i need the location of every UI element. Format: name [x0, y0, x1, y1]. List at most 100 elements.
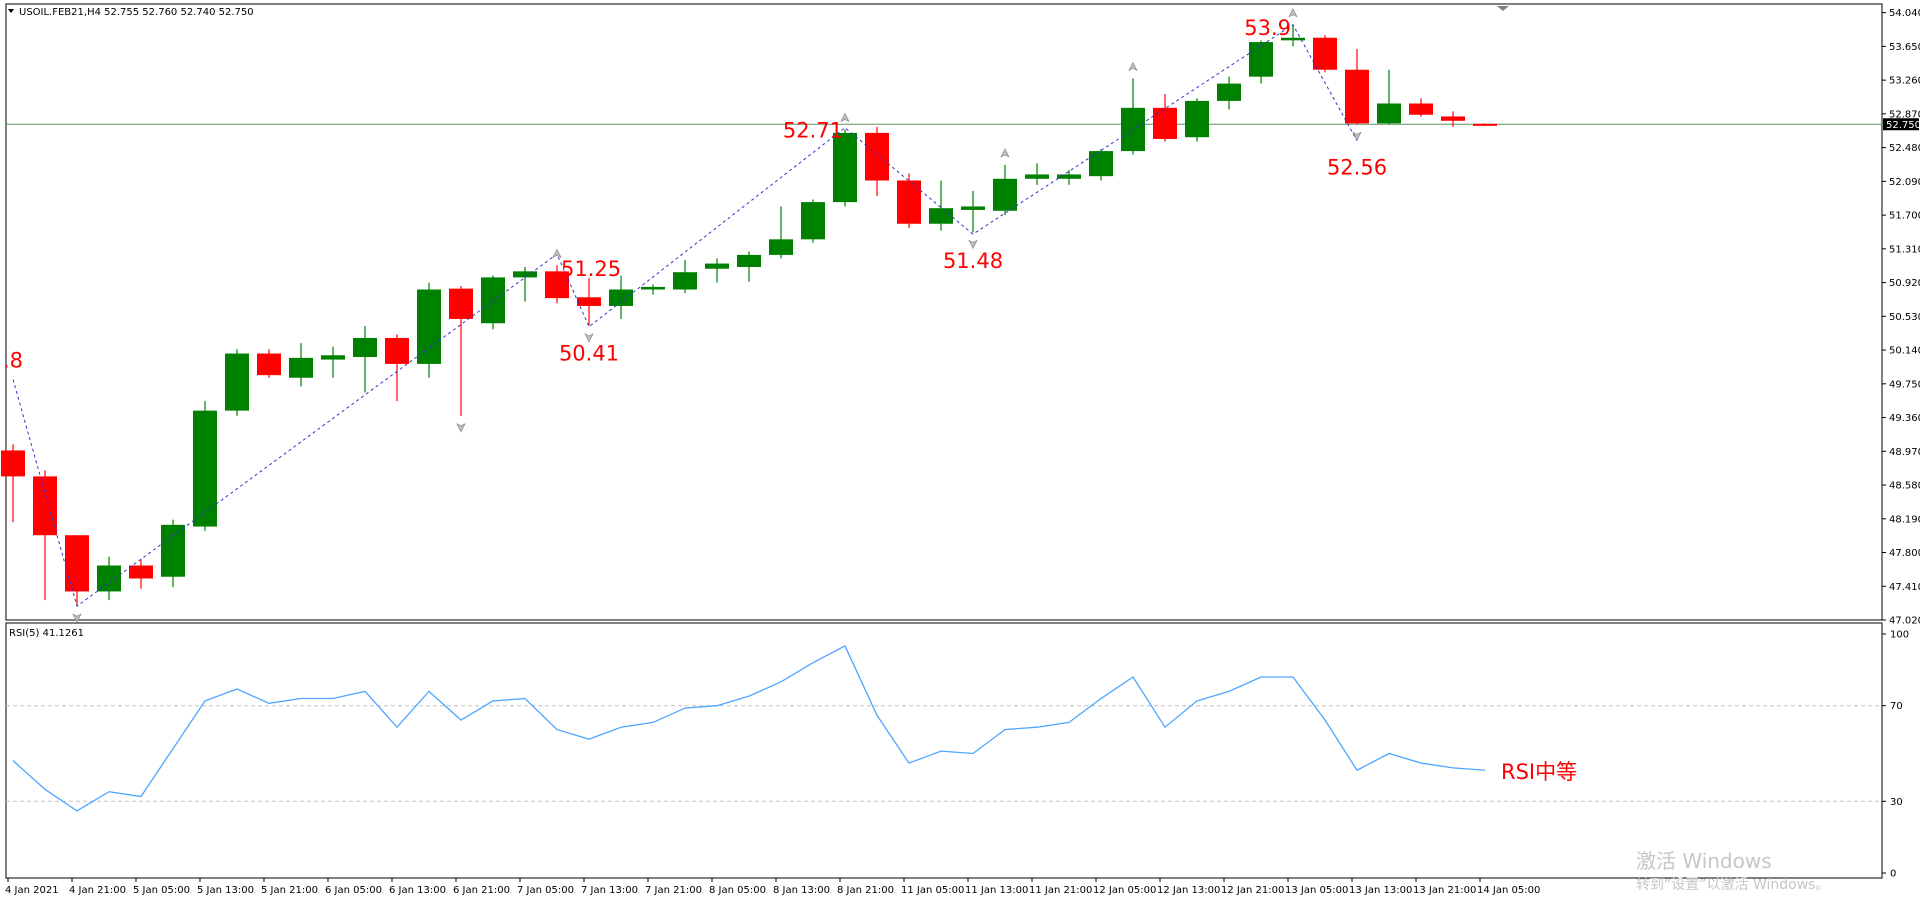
candle-body — [1377, 103, 1401, 124]
candle — [417, 282, 441, 378]
candle-body — [673, 272, 697, 290]
candle — [577, 278, 601, 326]
fractal-arrow-icon — [968, 239, 978, 250]
price-axis-label: 47.410 — [1889, 582, 1920, 593]
candle-body — [97, 565, 121, 592]
price-axis-label: 54.040 — [1889, 8, 1920, 19]
candle-body — [961, 206, 985, 210]
candle — [97, 556, 121, 601]
candle-body — [225, 353, 249, 411]
candle-body — [833, 132, 857, 203]
candle — [897, 173, 921, 229]
candle-body — [65, 535, 89, 592]
candle — [193, 401, 217, 531]
candle-body — [1281, 37, 1305, 41]
rsi-axis-label: 70 — [1890, 701, 1903, 712]
price-axis-label: 47.800 — [1889, 548, 1920, 559]
candle-body — [1345, 69, 1369, 124]
candle — [481, 275, 505, 330]
fractal-arrow-icon — [456, 423, 466, 433]
candle-body — [577, 297, 601, 306]
candle — [1, 444, 25, 523]
candle-body — [545, 271, 569, 299]
candle-body — [33, 476, 57, 536]
time-axis-label: 5 Jan 21:00 — [261, 885, 318, 896]
candle-body — [129, 565, 153, 579]
current-price-label: 52.750 — [1886, 120, 1920, 131]
candle — [1409, 98, 1433, 117]
zigzag-price-label: 50.41 — [559, 342, 619, 366]
candle-body — [993, 178, 1017, 211]
candle — [385, 334, 409, 402]
time-axis-label: 8 Jan 05:00 — [709, 885, 766, 896]
candle — [1153, 93, 1177, 142]
candle — [545, 265, 569, 304]
candle-body — [1249, 42, 1273, 77]
time-axis-label: 13 Jan 21:00 — [1413, 885, 1476, 896]
price-axis-label: 49.750 — [1889, 379, 1920, 390]
price-axis-label: 49.360 — [1889, 413, 1920, 424]
candle — [1313, 35, 1337, 73]
price-axis: 54.040 53.650 53.260 52.870 52.480 52.090 51.7… — [1882, 8, 1920, 627]
candle-body — [1313, 37, 1337, 70]
time-axis-label: 5 Jan 05:00 — [133, 885, 190, 896]
zigzag-price-label: 51.48 — [943, 249, 1003, 273]
candle — [257, 349, 281, 378]
candle-body — [769, 239, 793, 255]
fractal-arrow-icon — [552, 248, 562, 258]
fractal-arrow-icon — [72, 613, 82, 623]
candles — [1, 24, 1497, 607]
zigzag-price-label: 52.56 — [1327, 156, 1387, 180]
candle — [289, 343, 313, 387]
triangle-down-icon — [8, 9, 14, 13]
rsi-axis-label: 100 — [1890, 630, 1909, 641]
time-axis-label: 11 Jan 05:00 — [901, 885, 964, 896]
candle — [961, 190, 985, 233]
time-axis-label: 7 Jan 13:00 — [581, 885, 638, 896]
candle — [673, 260, 697, 293]
time-axis-label: 11 Jan 21:00 — [1029, 885, 1092, 896]
candle-body — [1441, 116, 1465, 121]
candle-body — [1409, 103, 1433, 115]
candle-body — [385, 337, 409, 364]
price-axis-label: 48.190 — [1889, 514, 1920, 525]
candle — [1345, 48, 1369, 125]
candle — [513, 267, 537, 302]
candle — [801, 199, 825, 243]
current-price-tag — [1883, 118, 1919, 131]
time-axis-label: 6 Jan 13:00 — [389, 885, 446, 896]
symbol-info: USOIL.FEB21,H4 52.755 52.760 52.740 52.7… — [19, 7, 254, 18]
candle — [641, 284, 665, 295]
time-axis-label: 14 Jan 05:00 — [1477, 885, 1540, 896]
fractal-arrow-icon — [1000, 148, 1010, 158]
candle — [705, 258, 729, 283]
candle-body — [1, 450, 25, 477]
zigzag-price-label: 52.71 — [783, 119, 843, 143]
price-axis-label: 51.700 — [1889, 211, 1920, 222]
candle — [865, 126, 889, 197]
time-axis-label: 13 Jan 05:00 — [1285, 885, 1348, 896]
candle — [1441, 111, 1465, 127]
candle — [1057, 170, 1081, 185]
time-axis-label: 7 Jan 05:00 — [517, 885, 574, 896]
time-axis-label: 12 Jan 13:00 — [1157, 885, 1220, 896]
main-pane-frame — [5, 3, 1883, 621]
candle-body — [1153, 107, 1177, 139]
candle — [1025, 163, 1049, 185]
candle-body — [1473, 123, 1497, 126]
candle-body — [929, 208, 953, 224]
candle-body — [1025, 174, 1049, 179]
candle — [609, 275, 633, 319]
watermark-line1: 激活 Windows — [1636, 849, 1772, 873]
candle — [129, 559, 153, 589]
candle — [1281, 24, 1305, 47]
candle-body — [449, 288, 473, 319]
price-axis-label: 48.970 — [1889, 447, 1920, 458]
candle — [1249, 40, 1273, 84]
candle-body — [513, 271, 537, 278]
time-axis-label: 11 Jan 13:00 — [965, 885, 1028, 896]
price-axis-label: 50.920 — [1889, 278, 1920, 289]
fractal-arrow-icon — [1352, 131, 1362, 141]
